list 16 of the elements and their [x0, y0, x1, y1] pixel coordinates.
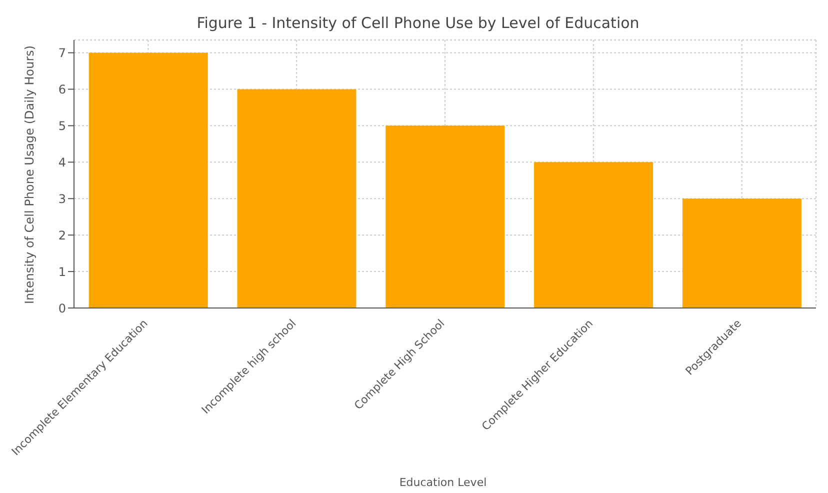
- y-tick-label: 0: [58, 301, 66, 316]
- y-tick-label: 1: [58, 264, 66, 279]
- bar: [88, 52, 208, 308]
- y-tick-label: 3: [58, 192, 66, 206]
- bar: [534, 162, 654, 308]
- y-tick-label: 5: [58, 118, 66, 133]
- x-axis-title: Education Level: [398, 476, 488, 489]
- y-axis-title: Intensity of Cell Phone Usage (Daily Hours): [22, 45, 36, 304]
- bar: [386, 126, 505, 308]
- y-tick-label: 4: [58, 155, 66, 170]
- bar: [237, 89, 356, 308]
- y-tick-label: 6: [58, 82, 66, 96]
- chart-title: Figure 1 - Intensity of Cell Phone Use by Level of Education: [196, 14, 640, 32]
- bar: [682, 198, 802, 308]
- y-tick-label: 7: [58, 46, 66, 60]
- y-tick-label: 2: [58, 228, 66, 242]
